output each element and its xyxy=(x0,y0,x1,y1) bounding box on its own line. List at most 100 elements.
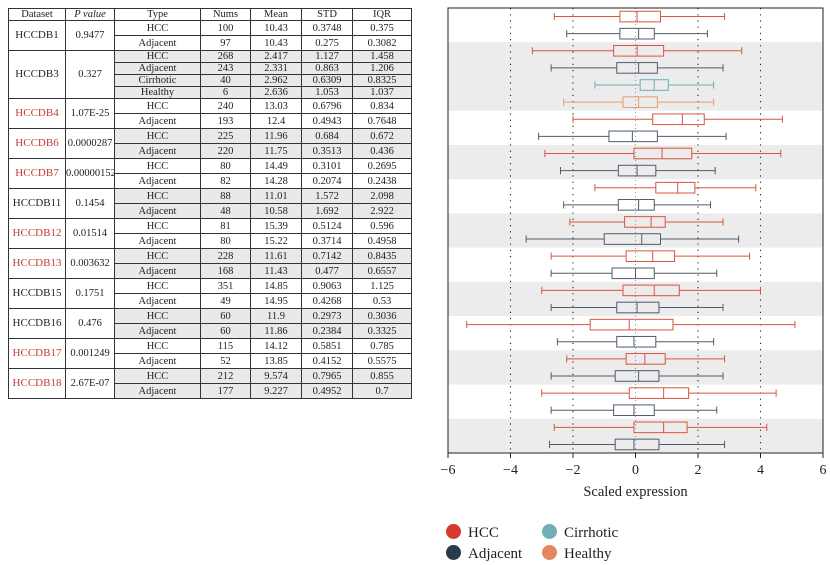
type-cell: HCC xyxy=(114,368,201,384)
nums-cell: 212 xyxy=(200,368,251,384)
std-cell: 0.863 xyxy=(301,62,353,75)
table-row: HCCDB17 0.001249 HCC 115 14.12 0.5851 0.785 xyxy=(8,338,412,369)
legend-item-hcc: HCC xyxy=(446,524,499,542)
box-adjacent xyxy=(603,233,661,245)
box-hcc xyxy=(622,284,680,297)
table-row: Adjacent 49 14.95 0.4268 0.53 xyxy=(9,293,412,309)
box-hcc xyxy=(625,250,676,262)
table-row: Adjacent 82 14.28 0.2074 0.2438 xyxy=(9,173,412,189)
iqr-cell: 0.436 xyxy=(352,143,412,159)
table-row: Adjacent 52 13.85 0.4152 0.5575 xyxy=(9,353,412,369)
box-hcc xyxy=(613,44,665,57)
box-hcc xyxy=(633,147,693,160)
table-row: HCCDB3 0.327 HCC 268 2.417 1.127 1.458 xyxy=(8,50,412,99)
table-row: Adjacent 177 9.227 0.4952 0.7 xyxy=(9,383,412,399)
type-cell: Adjacent xyxy=(114,263,201,279)
box-hcc xyxy=(628,387,690,399)
dataset-cell: HCCDB7 xyxy=(8,158,66,189)
box-adjacent xyxy=(619,27,655,40)
table-row: HCCDB12 0.01514 HCC 81 15.39 0.5124 0.596 xyxy=(8,218,412,249)
dataset-band xyxy=(448,281,823,317)
pvalue-cell: 0.01514 xyxy=(65,218,115,249)
legend-swatch-adjacent xyxy=(446,545,461,560)
legend-label-hcc: HCC xyxy=(468,525,499,541)
box-hcc xyxy=(625,353,666,365)
mean-cell: 11.75 xyxy=(250,143,302,159)
table-row: HCCDB18 2.67E-07 HCC 212 9.574 0.7965 0.855 xyxy=(8,368,412,399)
type-cell: Adjacent xyxy=(114,203,201,219)
legend-label-adjacent: Adjacent xyxy=(468,546,523,562)
box-adjacent xyxy=(616,335,657,348)
box-adjacent xyxy=(617,199,655,211)
iqr-cell: 0.3325 xyxy=(352,323,412,339)
type-cell: HCC xyxy=(114,128,201,144)
box-hcc xyxy=(589,318,674,331)
std-cell: 0.4952 xyxy=(301,383,353,399)
std-cell: 1.053 xyxy=(301,86,353,99)
box-hcc xyxy=(624,216,666,228)
table-body: HCCDB1 0.9477 HCC 100 10.43 0.3748 0.375 Adjace… xyxy=(8,20,412,399)
legend-swatch-hcc xyxy=(446,524,461,539)
box-adjacent xyxy=(614,438,660,451)
dataset-cell: HCCDB11 xyxy=(8,188,66,219)
dataset-band xyxy=(448,350,823,385)
mean-cell: 9.574 xyxy=(250,368,302,384)
x-tick-label: 0 xyxy=(632,463,639,478)
x-tick-label: 4 xyxy=(757,463,764,478)
legend-item-healthy: Healthy xyxy=(542,545,611,563)
iqr-cell: 2.922 xyxy=(352,203,412,219)
x-tick-label: 2 xyxy=(695,463,702,478)
std-cell: 0.684 xyxy=(301,128,353,144)
table-row: Adjacent 60 11.86 0.2384 0.3325 xyxy=(9,323,412,339)
type-cell: Adjacent xyxy=(114,383,201,399)
x-tick-label: 6 xyxy=(820,463,827,478)
legend-label-healthy: Healthy xyxy=(564,546,612,562)
mean-cell: 11.96 xyxy=(250,128,302,144)
legend-item-cirrhotic: Cirrhotic xyxy=(542,524,618,542)
table-row: HCCDB4 1.07E-25 HCC 240 13.03 0.6796 0.834 xyxy=(8,98,412,129)
nums-cell: 6 xyxy=(200,86,251,99)
x-axis-label: Scaled expression xyxy=(583,484,688,500)
dataset-cell: HCCDB15 xyxy=(8,278,66,309)
nums-cell: 243 xyxy=(200,62,251,75)
pvalue-cell: 1.07E-25 xyxy=(65,98,115,129)
box-hcc xyxy=(652,113,705,126)
type-cell: Adjacent xyxy=(114,323,201,339)
nums-cell: 168 xyxy=(200,263,251,279)
x-tick-label: −4 xyxy=(503,463,518,478)
mean-cell: 9.227 xyxy=(250,383,302,399)
table-row: HCCDB16 0.476 HCC 60 11.9 0.2973 0.3036 xyxy=(8,308,412,339)
legend-label-cirrhotic: Cirrhotic xyxy=(564,525,619,541)
nums-cell: 177 xyxy=(200,383,251,399)
iqr-cell: 1.206 xyxy=(352,62,412,75)
table-row: HCCDB6 0.0000287 HCC 225 11.96 0.684 0.672 xyxy=(8,128,412,159)
iqr-cell: 0.855 xyxy=(352,368,412,384)
box-adjacent xyxy=(616,62,658,74)
type-cell: Adjacent xyxy=(114,143,201,159)
dataset-cell: HCCDB1 xyxy=(8,20,66,51)
dataset-cell: HCCDB6 xyxy=(8,128,66,159)
iqr-cell: 2.098 xyxy=(352,188,412,204)
type-cell: Cirrhotic xyxy=(114,74,201,87)
legend-item-adjacent: Adjacent xyxy=(446,545,522,563)
mean-cell: 11.9 xyxy=(250,308,302,324)
legend-swatch-cirrhotic xyxy=(542,524,557,539)
std-cell: 1.572 xyxy=(301,188,353,204)
x-tick-label: −2 xyxy=(566,463,581,478)
legend-swatch-healthy xyxy=(542,545,557,560)
box-hcc xyxy=(633,421,688,434)
box-adjacent xyxy=(608,130,658,143)
std-cell: 0.6309 xyxy=(301,74,353,87)
dataset-cell: HCCDB3 xyxy=(8,50,66,99)
mean-cell: 11.61 xyxy=(250,248,302,264)
iqr-cell: 0.7 xyxy=(352,383,412,399)
pvalue-cell: 0.003632 xyxy=(65,248,115,279)
dataset-cell: HCCDB18 xyxy=(8,368,66,399)
table-row: Adjacent 243 2.331 0.863 1.206 xyxy=(9,62,412,75)
stats-table: Dataset P value Type Nums Mean STD IQR H… xyxy=(8,8,412,399)
table-row: HCCDB15 0.1751 HCC 351 14.85 0.9063 1.125 xyxy=(8,278,412,309)
std-cell: 0.2973 xyxy=(301,308,353,324)
legend: HCC Cirrhotic Adjacent Healthy xyxy=(446,524,706,564)
nums-cell: 225 xyxy=(200,128,251,144)
